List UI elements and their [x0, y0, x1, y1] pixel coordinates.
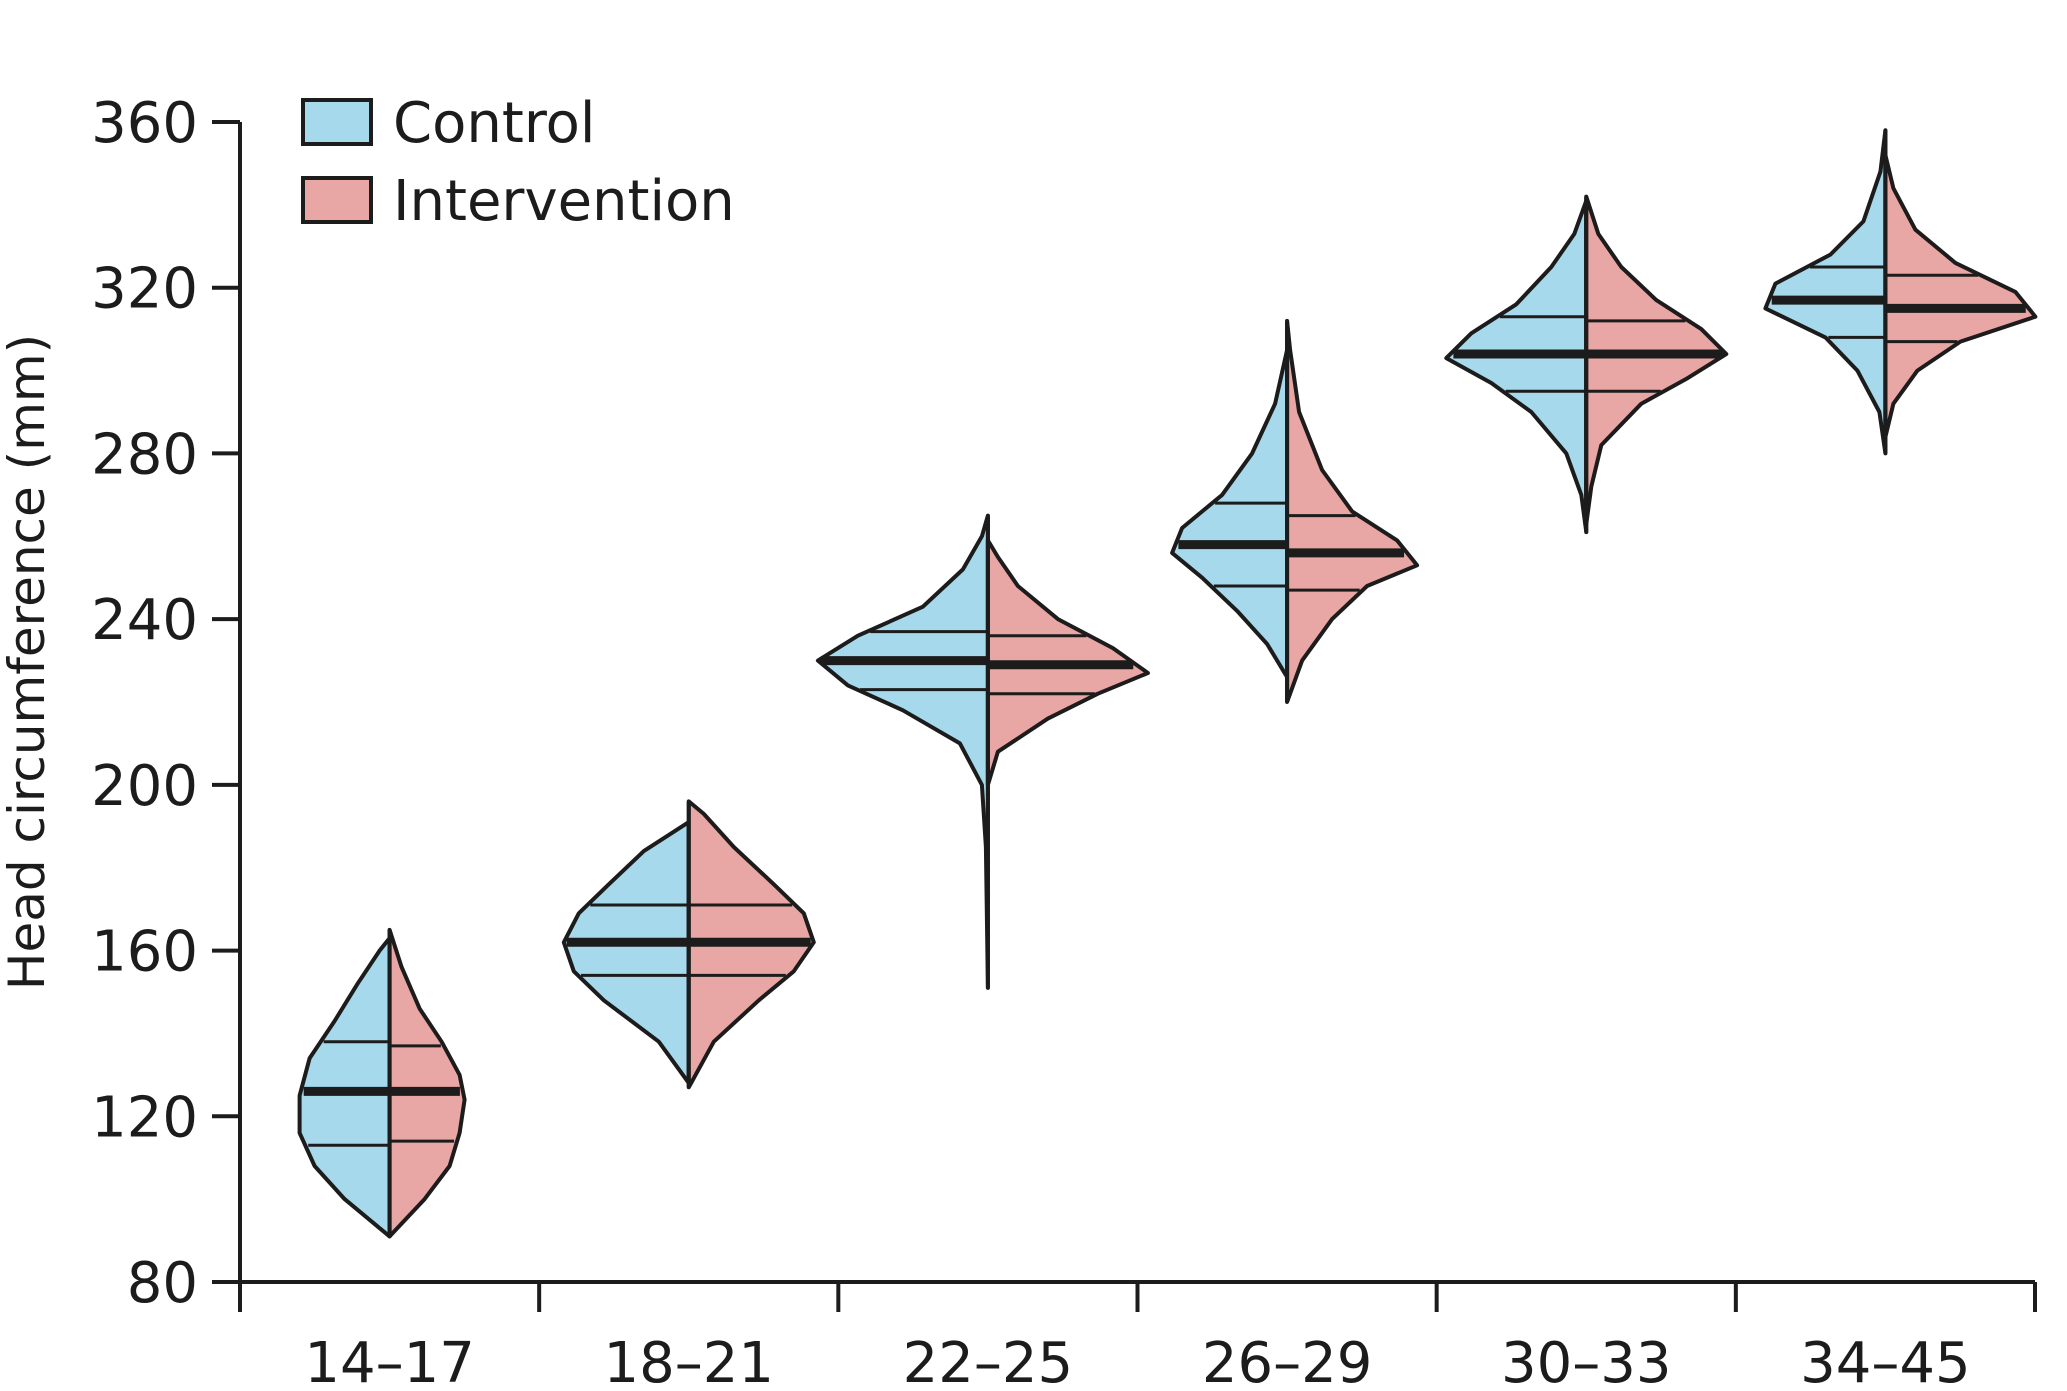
x-tick-label: 14–17	[304, 1331, 475, 1391]
violin-intervention-5	[1584, 194, 1729, 526]
x-axis-ticks: 14–17 18–21 22–25 26–29 30–33 34–45	[238, 1282, 2037, 1391]
violin-control-5	[1444, 198, 1589, 535]
y-tick-label: 200	[91, 754, 198, 819]
violin-control-6	[1763, 128, 1888, 456]
violin-control-2	[561, 820, 691, 1086]
violin-intervention-2	[686, 799, 816, 1090]
violin-intervention-4	[1285, 318, 1420, 704]
legend-label-intervention: Intervention	[393, 169, 735, 234]
y-tick-label: 240	[91, 588, 198, 653]
y-tick-label: 160	[91, 920, 198, 985]
y-tick-label: 120	[91, 1085, 198, 1150]
plot-area	[297, 128, 2038, 1239]
violin-control-1	[297, 936, 392, 1239]
violin-half	[1584, 194, 1729, 526]
violin-control-4	[1170, 347, 1290, 680]
violin-half	[1763, 128, 1888, 456]
x-tick-label: 18–21	[603, 1331, 774, 1391]
x-tick-label: 26–29	[1202, 1331, 1373, 1391]
violin-half	[387, 927, 467, 1239]
violin-intervention-3	[985, 538, 1150, 787]
violin-intervention-6	[1883, 153, 2038, 439]
x-tick-label: 30–33	[1501, 1331, 1672, 1391]
y-tick-label: 280	[91, 422, 198, 487]
violin-half	[1170, 347, 1290, 680]
x-tick-label: 22–25	[903, 1331, 1074, 1391]
x-tick-label: 34–45	[1800, 1331, 1971, 1391]
y-tick-label: 320	[91, 257, 198, 322]
violin-control-3	[815, 513, 990, 990]
legend-swatch-control	[301, 98, 373, 146]
violin-half	[1883, 153, 2038, 439]
legend-label-control: Control	[393, 91, 595, 156]
y-tick-label: 360	[91, 91, 198, 156]
legend: Control Intervention	[301, 91, 735, 234]
y-tick-label: 80	[127, 1251, 198, 1316]
legend-swatch-intervention	[301, 176, 373, 224]
axes	[238, 122, 2035, 1284]
y-axis-label: Head circumference (mm)	[0, 334, 56, 990]
violin-half	[561, 820, 691, 1086]
violin-half	[815, 513, 990, 990]
violin-half	[1444, 198, 1589, 535]
violin-intervention-1	[387, 927, 467, 1239]
violin-half	[1285, 318, 1420, 704]
y-axis-ticks: 80 120 160 200 240 280 320 360	[91, 91, 240, 1316]
